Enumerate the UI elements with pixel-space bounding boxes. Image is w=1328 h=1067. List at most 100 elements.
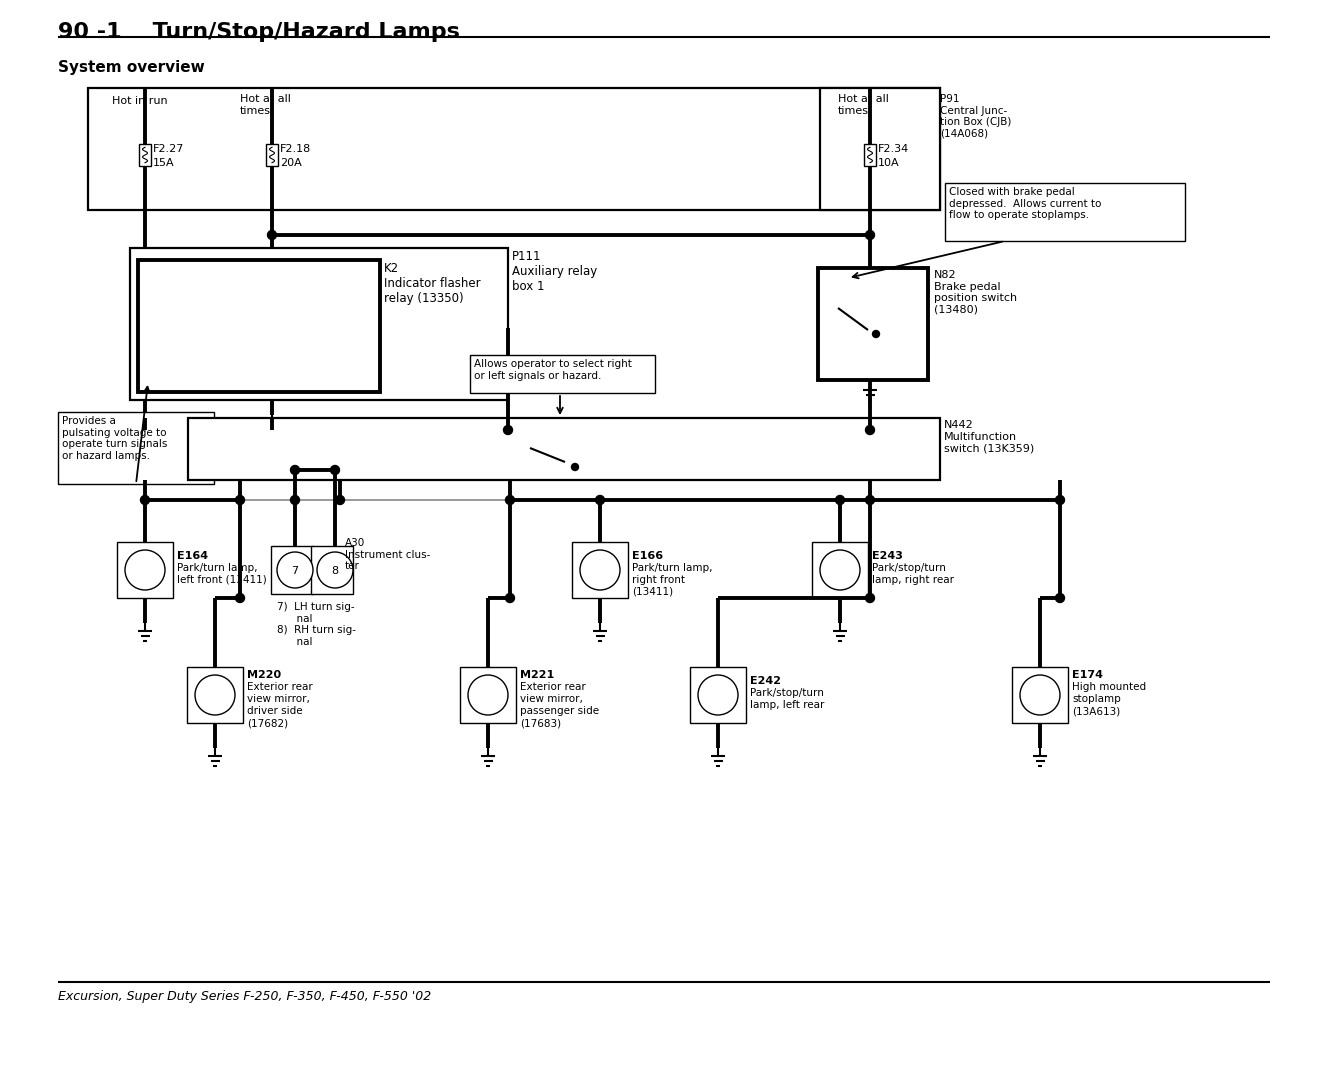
Text: (17682): (17682) [247, 718, 288, 728]
Text: N442
Multifunction
switch (13K359): N442 Multifunction switch (13K359) [944, 420, 1035, 453]
Text: High mounted: High mounted [1072, 682, 1146, 692]
Bar [946, 184, 1185, 241]
Circle shape [503, 426, 513, 434]
Bar [819, 87, 940, 210]
Text: N82
Brake pedal
position switch
(13480): N82 Brake pedal position switch (13480) [934, 270, 1017, 315]
Circle shape [195, 675, 235, 715]
Bar [691, 667, 746, 723]
Text: System overview: System overview [58, 60, 205, 75]
Bar [266, 144, 278, 166]
Text: 7: 7 [291, 566, 299, 576]
Text: Hot at all
times: Hot at all times [240, 94, 291, 115]
Text: right front: right front [632, 575, 685, 585]
Text: Hot in run: Hot in run [112, 96, 167, 106]
Circle shape [331, 465, 340, 475]
Text: Park/stop/turn: Park/stop/turn [750, 688, 823, 698]
Circle shape [125, 550, 165, 590]
Text: E174: E174 [1072, 670, 1104, 680]
Circle shape [235, 593, 244, 603]
Bar [1012, 667, 1068, 723]
Circle shape [835, 495, 845, 505]
Text: Park/stop/turn: Park/stop/turn [872, 563, 946, 573]
Circle shape [1056, 495, 1065, 505]
Circle shape [235, 495, 244, 505]
Circle shape [141, 495, 150, 505]
Text: view mirror,: view mirror, [247, 694, 309, 704]
Bar [811, 542, 869, 598]
Bar [271, 546, 313, 594]
Text: M220: M220 [247, 670, 282, 680]
Circle shape [866, 230, 875, 239]
Bar [459, 667, 517, 723]
Text: E164: E164 [177, 551, 208, 561]
Text: 8: 8 [332, 566, 339, 576]
Circle shape [866, 593, 875, 603]
Bar [139, 144, 151, 166]
Bar [865, 144, 876, 166]
Text: Exterior rear: Exterior rear [521, 682, 586, 692]
Circle shape [506, 495, 514, 505]
Circle shape [291, 465, 300, 475]
Text: 20A: 20A [280, 158, 301, 168]
Circle shape [699, 675, 738, 715]
Text: left front (13411): left front (13411) [177, 575, 267, 585]
Circle shape [595, 495, 604, 505]
Text: M221: M221 [521, 670, 554, 680]
Text: lamp, left rear: lamp, left rear [750, 700, 825, 710]
Circle shape [580, 550, 620, 590]
Circle shape [267, 230, 276, 239]
Text: Closed with brake pedal
depressed.  Allows current to
flow to operate stoplamps.: Closed with brake pedal depressed. Allow… [950, 187, 1101, 220]
Text: lamp, right rear: lamp, right rear [872, 575, 954, 585]
Text: E242: E242 [750, 676, 781, 686]
Bar [138, 260, 380, 392]
Text: F2.18: F2.18 [280, 144, 311, 154]
Text: K2
Indicator flasher
relay (13350): K2 Indicator flasher relay (13350) [384, 262, 481, 305]
Bar [311, 546, 353, 594]
Text: Park/turn lamp,: Park/turn lamp, [177, 563, 258, 573]
Circle shape [1056, 593, 1065, 603]
Text: 90 -1    Turn/Stop/Hazard Lamps: 90 -1 Turn/Stop/Hazard Lamps [58, 22, 459, 42]
Circle shape [467, 675, 509, 715]
Circle shape [571, 463, 579, 471]
Text: P111
Auxiliary relay
box 1: P111 Auxiliary relay box 1 [513, 250, 598, 293]
Bar [117, 542, 173, 598]
Text: Hot at all
times: Hot at all times [838, 94, 888, 115]
Text: F2.27: F2.27 [153, 144, 185, 154]
Text: 15A: 15A [153, 158, 174, 168]
Text: 10A: 10A [878, 158, 899, 168]
Circle shape [1020, 675, 1060, 715]
Text: (17683): (17683) [521, 718, 562, 728]
Bar [470, 355, 655, 393]
Text: Allows operator to select right
or left signals or hazard.: Allows operator to select right or left … [474, 359, 632, 381]
Text: Excursion, Super Duty Series F-250, F-350, F-450, F-550 '02: Excursion, Super Duty Series F-250, F-35… [58, 990, 432, 1003]
Bar [818, 268, 928, 380]
Text: (13411): (13411) [632, 587, 673, 598]
Circle shape [317, 552, 353, 588]
Bar [187, 667, 243, 723]
Text: 7)  LH turn sig-
      nal
8)  RH turn sig-
      nal: 7) LH turn sig- nal 8) RH turn sig- nal [278, 602, 356, 647]
Text: (13A613): (13A613) [1072, 706, 1121, 716]
Circle shape [866, 426, 875, 434]
Text: driver side: driver side [247, 706, 303, 716]
Circle shape [506, 593, 514, 603]
Circle shape [866, 495, 875, 505]
Text: Exterior rear: Exterior rear [247, 682, 313, 692]
Circle shape [336, 495, 344, 505]
Circle shape [291, 495, 300, 505]
Bar [572, 542, 628, 598]
Text: view mirror,: view mirror, [521, 694, 583, 704]
Circle shape [872, 331, 879, 337]
Bar [88, 87, 940, 210]
Text: P91
Central Junc-
tion Box (CJB)
(14A068): P91 Central Junc- tion Box (CJB) (14A068… [940, 94, 1012, 139]
Text: Provides a
pulsating voltage to
operate turn signals
or hazard lamps.: Provides a pulsating voltage to operate … [62, 416, 167, 461]
Circle shape [278, 552, 313, 588]
Bar [189, 418, 940, 480]
Text: A30
Instrument clus-
ter: A30 Instrument clus- ter [345, 538, 430, 571]
Circle shape [819, 550, 861, 590]
Text: E166: E166 [632, 551, 663, 561]
Text: passenger side: passenger side [521, 706, 599, 716]
Bar [58, 412, 214, 484]
Text: F2.34: F2.34 [878, 144, 910, 154]
Text: Park/turn lamp,: Park/turn lamp, [632, 563, 713, 573]
Text: E243: E243 [872, 551, 903, 561]
